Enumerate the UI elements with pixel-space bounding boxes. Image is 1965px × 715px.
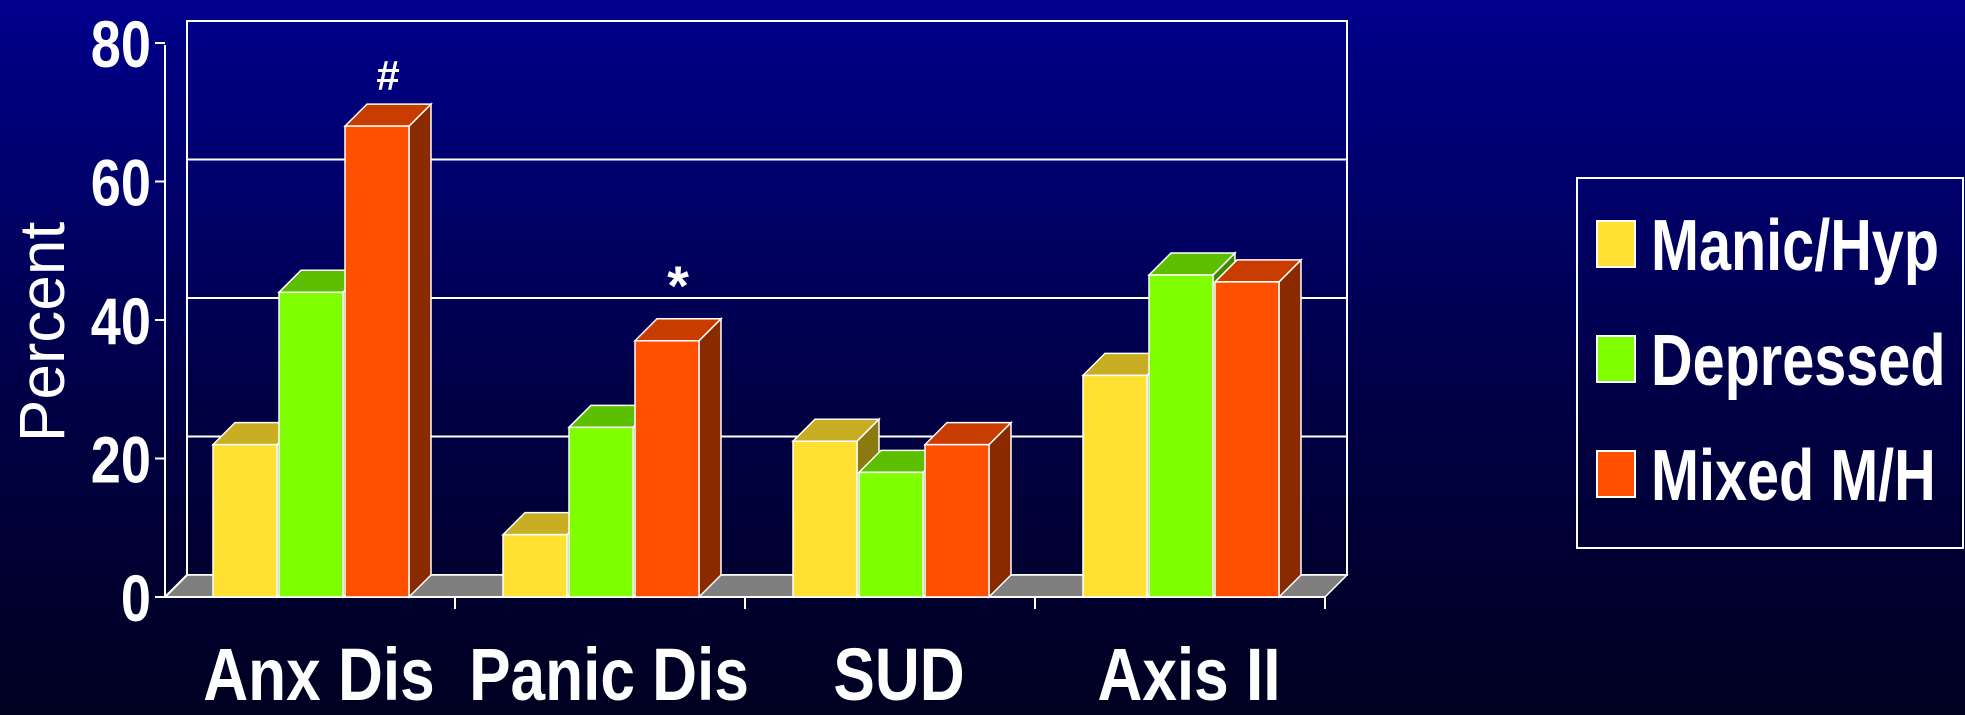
plot-area: 0 20 40 60 80 Percent Anx Dis Panic Dis SUD Axis … xyxy=(6,7,1349,715)
bar xyxy=(568,426,634,598)
bar xyxy=(1082,374,1148,598)
legend-label: Manic/Hyp xyxy=(1651,205,1939,286)
bar xyxy=(502,533,568,598)
legend-box xyxy=(1576,177,1964,549)
bar xyxy=(792,440,858,598)
bar xyxy=(924,443,990,598)
annotation: # xyxy=(376,52,399,99)
annotation: * xyxy=(667,254,689,317)
y-axis-label: Percent xyxy=(6,222,78,443)
bar xyxy=(1148,274,1214,598)
y-tick-label: 60 xyxy=(91,145,151,219)
y-tick-label: 40 xyxy=(91,284,151,358)
x-category-label: Axis II xyxy=(1097,634,1280,715)
bar xyxy=(634,340,700,598)
x-category-label: SUD xyxy=(833,634,964,715)
bar xyxy=(212,443,278,598)
bar xyxy=(858,471,924,598)
bar-side xyxy=(1278,258,1302,599)
legend-label: Mixed M/H xyxy=(1651,435,1936,516)
y-tick-label: 0 xyxy=(121,561,151,635)
bar xyxy=(1214,281,1280,598)
bar-side xyxy=(988,420,1012,599)
y-tick-label: 80 xyxy=(91,7,151,81)
legend-swatch xyxy=(1596,450,1636,498)
axis-edge xyxy=(164,574,188,598)
x-category-label: Panic Dis xyxy=(469,634,749,715)
legend-label: Depressed xyxy=(1651,320,1946,401)
bar xyxy=(278,291,344,598)
x-category-label: Anx Dis xyxy=(203,634,434,715)
bar xyxy=(344,125,410,598)
legend-swatch xyxy=(1596,220,1636,268)
bar-side xyxy=(698,316,722,599)
legend: Manic/Hyp Depressed Mixed M/H xyxy=(1576,177,1964,549)
bar-side xyxy=(408,102,432,599)
legend-swatch xyxy=(1596,335,1636,383)
y-tick-label: 20 xyxy=(91,422,151,496)
